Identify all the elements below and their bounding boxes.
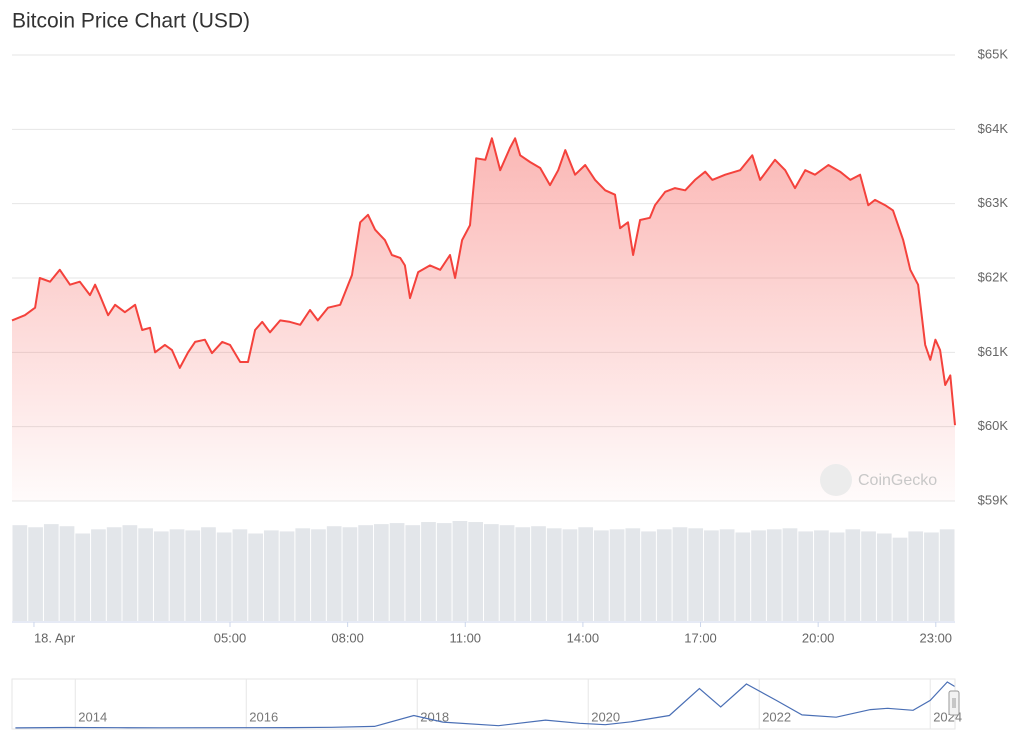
y-tick-label: $65K bbox=[978, 46, 1009, 61]
volume-bar bbox=[106, 527, 122, 621]
volume-bar bbox=[468, 522, 483, 621]
volume-bar bbox=[735, 532, 751, 621]
volume-bar bbox=[798, 531, 814, 621]
y-tick-label: $59K bbox=[978, 492, 1009, 507]
volume-bar bbox=[185, 530, 201, 621]
volume-bar bbox=[484, 524, 499, 621]
navigator-tick-label: 2022 bbox=[762, 709, 791, 724]
volume-bar bbox=[138, 528, 153, 621]
navigator-tick-label: 2018 bbox=[420, 709, 449, 724]
volume-bar bbox=[656, 529, 672, 621]
volume-bar bbox=[641, 531, 656, 621]
y-tick-label: $62K bbox=[978, 269, 1009, 284]
volume-bar bbox=[908, 531, 924, 621]
y-tick-label: $60K bbox=[978, 418, 1009, 433]
volume-bar bbox=[201, 527, 216, 621]
volume-bar bbox=[546, 528, 562, 621]
x-tick-label: 20:00 bbox=[802, 630, 835, 645]
volume-bar bbox=[719, 529, 735, 621]
y-tick-label: $61K bbox=[978, 344, 1009, 359]
volume-bar bbox=[75, 533, 91, 621]
price-line bbox=[11, 137, 956, 426]
volume-bar bbox=[578, 527, 594, 621]
volume-bar bbox=[248, 533, 263, 621]
volume-bar bbox=[59, 526, 75, 621]
x-tick-label: 14:00 bbox=[567, 630, 600, 645]
volume-bar bbox=[924, 532, 939, 621]
volume-bar bbox=[28, 527, 43, 621]
volume-bar bbox=[342, 527, 358, 621]
volume-bar bbox=[876, 533, 892, 621]
volume-bar bbox=[704, 530, 719, 621]
volume-bar bbox=[751, 530, 766, 621]
watermark-logo bbox=[820, 464, 852, 496]
volume-bar bbox=[562, 529, 578, 621]
watermark: CoinGecko bbox=[820, 464, 937, 496]
volume-bar bbox=[373, 524, 389, 621]
volume-bar bbox=[782, 528, 798, 621]
volume-bar bbox=[766, 529, 782, 621]
volume-bar bbox=[326, 526, 342, 621]
volume-bar bbox=[531, 526, 546, 621]
volume-bar bbox=[295, 528, 311, 621]
volume-bar bbox=[594, 530, 609, 621]
volume-bar bbox=[892, 537, 908, 621]
volume-bar bbox=[939, 529, 955, 621]
volume-bar bbox=[216, 532, 232, 621]
volume-bar bbox=[405, 525, 421, 621]
volume-bar bbox=[358, 525, 373, 621]
volume-bar bbox=[279, 531, 295, 621]
volume-bar bbox=[43, 524, 59, 621]
x-tick-label: 11:00 bbox=[449, 630, 481, 645]
x-tick-label: 18. Apr bbox=[34, 630, 76, 645]
y-tick-label: $64K bbox=[978, 121, 1009, 136]
volume-bar bbox=[436, 523, 452, 621]
volume-bar bbox=[122, 525, 138, 621]
volume-bar bbox=[845, 529, 861, 621]
volume-bar bbox=[515, 527, 531, 621]
volume-bar bbox=[688, 528, 704, 621]
volume-bar bbox=[389, 523, 405, 621]
navigator-handle[interactable] bbox=[948, 690, 960, 716]
volume-bar bbox=[153, 531, 169, 621]
volume-bar bbox=[232, 529, 248, 621]
volume-bar bbox=[609, 529, 625, 621]
price-area bbox=[12, 138, 955, 502]
navigator-line bbox=[15, 681, 956, 729]
x-tick-label: 17:00 bbox=[684, 630, 717, 645]
navigator-frame bbox=[11, 678, 956, 730]
navigator-tick-label: 2016 bbox=[249, 709, 278, 724]
volume-bar bbox=[672, 527, 688, 621]
volume-bar bbox=[169, 529, 185, 621]
volume-bar bbox=[814, 530, 829, 621]
volume-bar bbox=[452, 521, 468, 621]
chart-title: Bitcoin Price Chart (USD) bbox=[12, 10, 250, 33]
volume-bar bbox=[91, 529, 106, 621]
volume-bar bbox=[499, 525, 515, 621]
volume-bar bbox=[421, 522, 436, 621]
volume-bar bbox=[311, 529, 326, 621]
navigator-tick-label: 2020 bbox=[591, 709, 620, 724]
volume-bar bbox=[12, 525, 28, 621]
volume-bar bbox=[625, 528, 641, 621]
x-tick-label: 05:00 bbox=[214, 630, 247, 645]
volume-bar bbox=[829, 532, 845, 621]
volume-bar bbox=[263, 530, 279, 621]
volume-bar bbox=[861, 531, 876, 621]
navigator-tick-label: 2014 bbox=[78, 709, 107, 724]
x-tick-label: 23:00 bbox=[920, 630, 953, 645]
x-tick-label: 08:00 bbox=[331, 630, 364, 645]
y-tick-label: $63K bbox=[978, 195, 1009, 210]
watermark-text: CoinGecko bbox=[858, 472, 937, 489]
